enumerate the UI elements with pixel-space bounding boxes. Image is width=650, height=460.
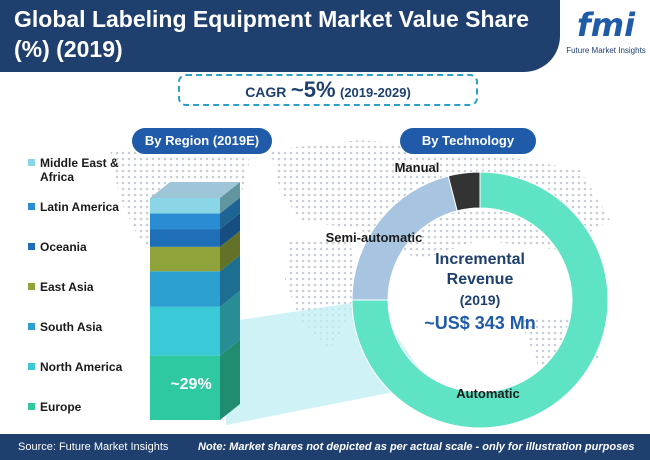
center-line-2: Revenue [446, 271, 514, 288]
legend-label: East Asia [40, 280, 94, 294]
legend-label: Europe [40, 400, 82, 414]
bar-segment-latin-america [150, 213, 220, 230]
logo-word: fmi [576, 6, 636, 44]
cagr-period: (2019-2029) [339, 85, 411, 100]
center-line-1: Incremental [435, 251, 525, 268]
cagr-label: CAGR [245, 84, 287, 100]
bar-segment-side-north-america [220, 290, 240, 356]
legend-label: Middle East & Africa [40, 156, 119, 184]
legend-label: North America [40, 360, 123, 374]
footer-source: Source: Future Market Insights [18, 441, 169, 453]
bar-segment-side-middle-east-and-africa [220, 182, 240, 214]
bar-segment-side-oceania [220, 213, 240, 247]
donut-label-semi-automatic: Semi-automatic [326, 230, 423, 245]
bar-segment-south-asia [150, 271, 220, 307]
legend-swatch [28, 323, 35, 330]
cagr-value: ~5% [290, 77, 336, 102]
legend-label: South Asia [40, 320, 103, 334]
legend-swatch [28, 363, 35, 370]
legend-label: Latin America [40, 200, 119, 214]
donut-label-automatic: Automatic [456, 386, 520, 401]
page-title: Global Labeling Equipment Market Value S… [14, 6, 530, 62]
donut-slice-semi-automatic [351, 175, 458, 301]
legend-label: Oceania [40, 240, 87, 254]
technology-chart-heading: By Technology [400, 128, 536, 154]
bar-segment-europe [150, 355, 220, 420]
bar-segment-side-east-asia [220, 230, 240, 272]
legend-swatch [28, 243, 35, 250]
footer-bar: Source: Future Market Insights Note: Mar… [0, 434, 650, 460]
bar-segment-middle-east-and-africa [150, 198, 220, 214]
europe-share-label: ~29% [170, 376, 212, 393]
bar-segment-north-america [150, 306, 220, 356]
donut-center-text: Incremental Revenue (2019) ~US$ 343 Mn [400, 250, 560, 336]
donut-label-manual: Manual [395, 160, 440, 175]
logo-subtitle: Future Market Insights [566, 46, 646, 55]
header-banner: Global Labeling Equipment Market Value S… [0, 0, 560, 72]
bar-segment-side-europe [220, 339, 240, 420]
technology-donut: Manual Automatic Semi-automatic [326, 160, 609, 429]
region-stacked-bar [150, 182, 240, 420]
legend-swatch [28, 203, 35, 210]
region-legend: Middle East & Africa Latin America Oceania… [28, 156, 138, 420]
center-line-3: (2019) [459, 292, 501, 308]
fmi-logo: fmi Future Market Insights [566, 6, 646, 66]
cagr-box: CAGR ~5% (2019-2029) [178, 74, 478, 106]
legend-swatch [28, 283, 35, 290]
legend-swatch [28, 403, 35, 410]
bar-segment-side-south-asia [220, 255, 240, 307]
region-chart-heading: By Region (2019E) [132, 128, 272, 154]
footer-note: Note: Market shares not depicted as per … [198, 441, 635, 453]
donut-slice-automatic [351, 171, 609, 429]
bar-segment-east-asia [150, 246, 220, 272]
bar-top-face [150, 182, 240, 198]
bar-segment-oceania [150, 229, 220, 247]
center-revenue-value: ~US$ 343 Mn [424, 313, 536, 333]
legend-swatch [28, 159, 35, 166]
bar-segment-side-latin-america [220, 197, 240, 230]
